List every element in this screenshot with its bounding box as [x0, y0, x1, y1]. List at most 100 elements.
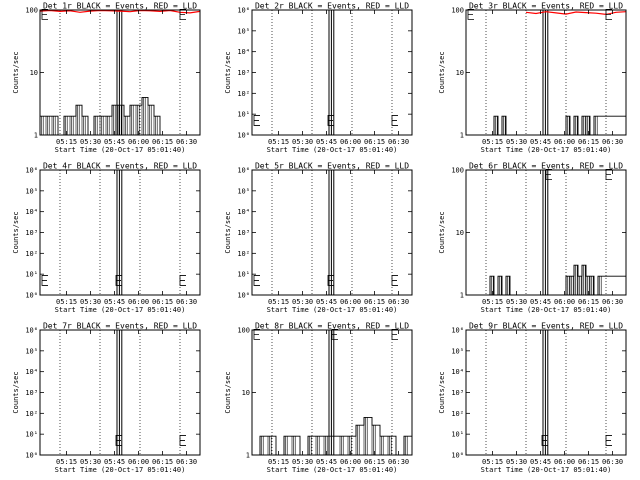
x-tick-label: 06:00: [128, 138, 149, 146]
bracket-marker: [605, 9, 612, 20]
y-tick-label: 10⁴: [451, 368, 464, 376]
x-tick-label: 06:00: [554, 138, 575, 146]
x-tick-label: 05:45: [104, 458, 125, 466]
x-tick-label: 06:00: [554, 458, 575, 466]
x-tick-label: 05:45: [104, 298, 125, 306]
x-axis-label: Start Time (20-Oct-17 05:01:40): [267, 146, 398, 154]
x-tick-label: 06:30: [388, 298, 409, 306]
bracket-marker: [115, 275, 122, 286]
x-tick-label: 06:00: [340, 458, 361, 466]
x-tick-label: 06:15: [152, 458, 173, 466]
panel-det-9: Det 9r BLACK = Events, RED = LLD 10⁰ 10¹ 10…: [438, 322, 627, 474]
panel-title: Det 8r BLACK = Events, RED = LLD: [255, 322, 409, 331]
y-tick-label: 10³: [25, 229, 38, 237]
bracket-marker: [605, 435, 612, 446]
events-series: [466, 115, 627, 136]
y-tick-label: 10⁵: [237, 187, 250, 195]
bracket-marker: [545, 169, 552, 180]
x-tick-label: 05:15: [482, 298, 503, 306]
bracket-marker: [541, 435, 548, 446]
plot-frame: [39, 329, 201, 456]
y-tick-label: 10³: [237, 69, 250, 77]
x-tick-label: 06:30: [176, 138, 197, 146]
y-axis-label: Counts/sec: [438, 371, 446, 413]
x-tick-label: 05:30: [506, 458, 527, 466]
plot-frame: [465, 329, 627, 456]
y-tick-label: 10⁶: [25, 167, 38, 175]
y-axis-label: Counts/sec: [12, 51, 20, 93]
y-tick-label: 10⁶: [237, 167, 250, 175]
bracket-marker: [391, 115, 398, 126]
bracket-marker: [179, 9, 186, 20]
x-tick-label: 05:45: [316, 138, 337, 146]
y-tick-label: 10⁰: [237, 132, 250, 140]
panel-title: Det 3r BLACK = Events, RED = LLD: [469, 2, 623, 11]
x-tick-label: 06:30: [602, 138, 623, 146]
panel-title: Det 7r BLACK = Events, RED = LLD: [43, 322, 197, 331]
x-tick-label: 06:30: [388, 138, 409, 146]
y-axis-label: Counts/sec: [224, 211, 232, 253]
y-tick-label: 10²: [237, 90, 250, 98]
x-tick-label: 06:15: [578, 458, 599, 466]
y-tick-label: 10³: [237, 229, 250, 237]
y-tick-label: 10⁰: [237, 292, 250, 300]
y-tick-label: 10²: [451, 410, 464, 418]
bracket-marker: [391, 275, 398, 286]
y-tick-label: 10¹: [237, 111, 250, 119]
y-tick-label: 10²: [237, 250, 250, 258]
panel-det-2: Det 2r BLACK = Events, RED = LLD 10⁰ 10¹ 10…: [224, 2, 413, 154]
panel-det-7: Det 7r BLACK = Events, RED = LLD 10⁰ 10¹ 10…: [12, 322, 201, 474]
x-tick-label: 06:15: [578, 298, 599, 306]
x-tick-label: 06:30: [388, 458, 409, 466]
x-tick-label: 05:15: [482, 458, 503, 466]
y-tick-label: 10⁵: [25, 347, 38, 355]
x-tick-label: 05:45: [530, 138, 551, 146]
y-tick-label: 10⁶: [451, 327, 464, 335]
bracket-marker: [41, 275, 48, 286]
x-tick-label: 06:15: [364, 138, 385, 146]
y-tick-label: 1: [246, 452, 250, 460]
x-tick-label: 06:00: [340, 298, 361, 306]
y-tick-label: 100: [237, 327, 250, 335]
bracket-marker: [327, 115, 334, 126]
x-tick-label: 05:15: [56, 298, 77, 306]
y-tick-label: 1: [34, 132, 38, 140]
x-tick-label: 05:15: [268, 298, 289, 306]
y-axis-label: Counts/sec: [12, 211, 20, 253]
x-tick-label: 05:45: [316, 298, 337, 306]
y-axis-label: Counts/sec: [12, 371, 20, 413]
y-tick-label: 10⁴: [25, 208, 38, 216]
y-tick-label: 10: [242, 389, 250, 397]
plot-frame: [39, 169, 201, 296]
panel-det-6: Det 6r BLACK = Events, RED = LLD 1 10 100 Co…: [438, 162, 627, 314]
y-tick-label: 10⁶: [237, 7, 250, 15]
y-axis-label: Counts/sec: [438, 211, 446, 253]
x-tick-label: 05:30: [80, 298, 101, 306]
x-tick-label: 05:15: [268, 138, 289, 146]
y-tick-label: 10⁰: [25, 452, 38, 460]
bracket-marker: [41, 9, 48, 20]
x-tick-label: 05:45: [530, 458, 551, 466]
bracket-marker: [253, 275, 260, 286]
panel-title: Det 5r BLACK = Events, RED = LLD: [255, 162, 409, 171]
x-axis-label: Start Time (20-Oct-17 05:01:40): [55, 466, 186, 474]
x-tick-label: 06:15: [152, 138, 173, 146]
bracket-marker: [115, 435, 122, 446]
x-tick-label: 06:30: [176, 458, 197, 466]
bracket-marker: [179, 275, 186, 286]
bracket-marker: [327, 275, 334, 286]
x-tick-label: 06:00: [554, 298, 575, 306]
x-tick-label: 06:00: [340, 138, 361, 146]
panel-title: Det 2r BLACK = Events, RED = LLD: [255, 2, 409, 11]
y-tick-label: 10⁵: [451, 347, 464, 355]
bracket-marker: [331, 329, 338, 340]
x-tick-label: 06:30: [176, 298, 197, 306]
y-tick-label: 10⁴: [237, 208, 250, 216]
y-tick-label: 10: [456, 229, 464, 237]
x-tick-label: 06:30: [602, 458, 623, 466]
x-tick-label: 06:15: [578, 138, 599, 146]
lld-series: [525, 11, 627, 16]
x-tick-label: 05:15: [268, 458, 289, 466]
x-axis-label: Start Time (20-Oct-17 05:01:40): [481, 306, 612, 314]
